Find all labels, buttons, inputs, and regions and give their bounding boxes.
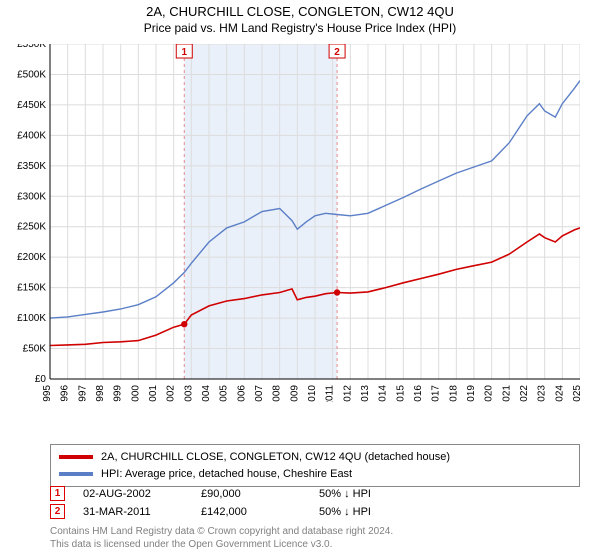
svg-text:£550K: £550K	[17, 44, 46, 50]
legend-swatch	[59, 472, 93, 476]
svg-text:2012: 2012	[342, 385, 353, 402]
svg-text:2015: 2015	[395, 385, 406, 402]
svg-text:2025: 2025	[572, 385, 580, 402]
legend: 2A, CHURCHILL CLOSE, CONGLETON, CW12 4QU…	[50, 444, 580, 487]
svg-text:2001: 2001	[148, 385, 159, 402]
svg-text:2014: 2014	[378, 385, 389, 402]
legend-item: HPI: Average price, detached house, Ches…	[59, 466, 571, 483]
svg-text:2002: 2002	[166, 385, 177, 402]
annotation-row: 2 31-MAR-2011 £142,000 50% ↓ HPI	[50, 504, 580, 519]
svg-text:2024: 2024	[554, 385, 565, 402]
svg-text:2008: 2008	[272, 385, 283, 402]
annotation-marker: 2	[50, 504, 65, 519]
svg-text:2013: 2013	[360, 385, 371, 402]
svg-text:£250K: £250K	[17, 222, 46, 233]
svg-text:2007: 2007	[254, 385, 265, 402]
annotation-pct: 50% ↓ HPI	[319, 488, 419, 500]
chart-title: 2A, CHURCHILL CLOSE, CONGLETON, CW12 4QU	[0, 4, 600, 19]
svg-text:£500K: £500K	[17, 69, 46, 80]
footer-text: Contains HM Land Registry data © Crown c…	[50, 525, 580, 551]
annotation-price: £90,000	[201, 488, 301, 500]
chart-plot-area: 12£0£50K£100K£150K£200K£250K£300K£350K£4…	[50, 44, 580, 402]
svg-text:2: 2	[334, 47, 340, 58]
svg-text:£350K: £350K	[17, 161, 46, 172]
legend-swatch	[59, 455, 93, 459]
annotation-date: 31-MAR-2011	[83, 506, 183, 518]
svg-text:2000: 2000	[130, 385, 141, 402]
svg-text:2022: 2022	[519, 385, 530, 402]
legend-label: HPI: Average price, detached house, Ches…	[101, 466, 352, 483]
svg-text:£100K: £100K	[17, 313, 46, 324]
svg-text:2020: 2020	[484, 385, 495, 402]
svg-text:2023: 2023	[537, 385, 548, 402]
svg-text:2018: 2018	[448, 385, 459, 402]
svg-text:£450K: £450K	[17, 100, 46, 111]
svg-text:2009: 2009	[289, 385, 300, 402]
svg-text:2017: 2017	[431, 385, 442, 402]
annotation-marker: 1	[50, 486, 65, 501]
legend-label: 2A, CHURCHILL CLOSE, CONGLETON, CW12 4QU…	[101, 449, 450, 466]
svg-text:2010: 2010	[307, 385, 318, 402]
svg-text:1999: 1999	[113, 385, 124, 402]
svg-text:1: 1	[181, 47, 187, 58]
svg-text:2005: 2005	[219, 385, 230, 402]
svg-text:2019: 2019	[466, 385, 477, 402]
svg-text:2011: 2011	[325, 385, 336, 402]
footer-line: Contains HM Land Registry data © Crown c…	[50, 525, 580, 538]
footer: 1 02-AUG-2002 £90,000 50% ↓ HPI 2 31-MAR…	[50, 486, 580, 551]
chart-titles: 2A, CHURCHILL CLOSE, CONGLETON, CW12 4QU…	[0, 0, 600, 35]
svg-text:1995: 1995	[42, 385, 53, 402]
svg-text:£400K: £400K	[17, 130, 46, 141]
footer-line: This data is licensed under the Open Gov…	[50, 538, 580, 551]
line-chart: 1 2 £0 £50K £100K £150K £200K £250K £300K £350K £4…	[8, 44, 580, 402]
legend-item: 2A, CHURCHILL CLOSE, CONGLETON, CW12 4QU…	[59, 449, 571, 466]
annotation-date: 02-AUG-2002	[83, 488, 183, 500]
svg-text:£300K: £300K	[17, 191, 46, 202]
svg-text:2004: 2004	[201, 385, 212, 402]
svg-text:£0: £0	[35, 374, 47, 385]
svg-text:1996: 1996	[60, 385, 71, 402]
svg-text:2003: 2003	[183, 385, 194, 402]
svg-text:2016: 2016	[413, 385, 424, 402]
svg-text:2006: 2006	[236, 385, 247, 402]
svg-text:2021: 2021	[501, 385, 512, 402]
annotation-pct: 50% ↓ HPI	[319, 506, 419, 518]
svg-text:£200K: £200K	[17, 252, 46, 263]
annotation-row: 1 02-AUG-2002 £90,000 50% ↓ HPI	[50, 486, 580, 501]
svg-text:£150K: £150K	[17, 283, 46, 294]
chart-subtitle: Price paid vs. HM Land Registry's House …	[0, 21, 600, 35]
annotation-price: £142,000	[201, 506, 301, 518]
svg-text:£50K: £50K	[23, 344, 47, 355]
svg-text:1998: 1998	[95, 385, 106, 402]
svg-text:1997: 1997	[77, 385, 88, 402]
